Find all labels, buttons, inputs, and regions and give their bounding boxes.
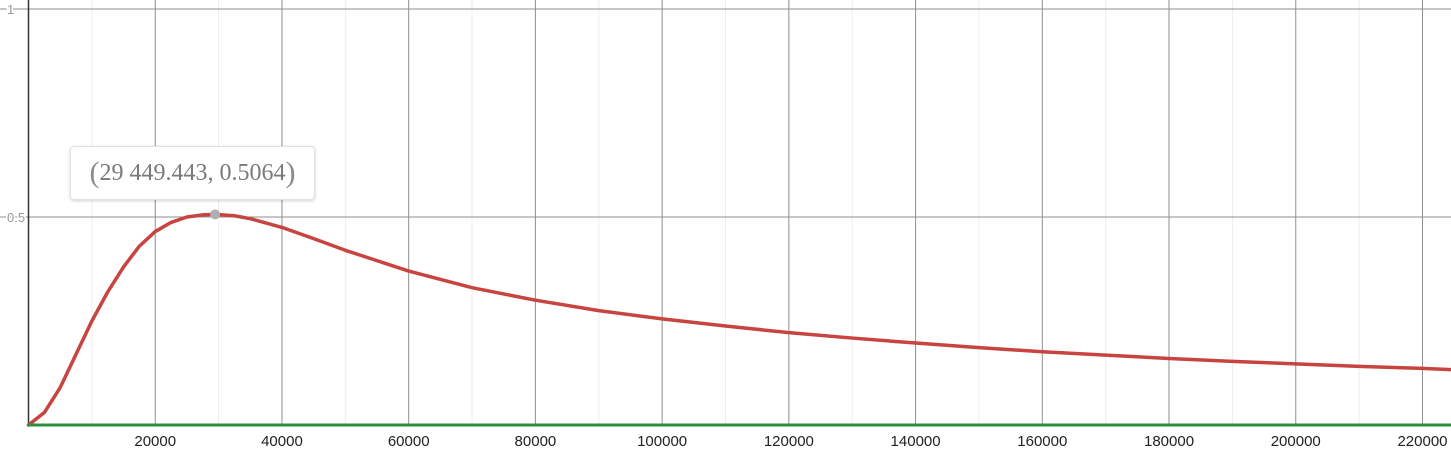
x-tick-label: 220000 [1397, 433, 1447, 450]
x-tick-label: 200000 [1271, 433, 1321, 450]
x-tick-label: 120000 [764, 433, 814, 450]
point-coordinate-tooltip: ( 29 449.443 , 0.5064 ) [70, 146, 315, 200]
x-tick-label: 160000 [1017, 433, 1067, 450]
x-tick-label: 140000 [891, 433, 941, 450]
tooltip-comma: , [207, 159, 220, 186]
tooltip-x-value: 29 449.443 [99, 159, 208, 186]
red-curve-series [26, 212, 1451, 427]
y-tick-label: 0.5 [7, 210, 25, 225]
x-tick-label: 80000 [515, 433, 557, 450]
y-tick-label: 1 [7, 2, 14, 17]
x-tick-label: 60000 [388, 433, 430, 450]
x-tick-label: 20000 [134, 433, 176, 450]
highlight-point [210, 209, 221, 220]
x-tick-label: 100000 [637, 433, 687, 450]
x-tick-label: 180000 [1144, 433, 1194, 450]
tooltip-y-value: 0.5064 [219, 159, 286, 186]
tooltip-close-paren: ) [285, 156, 296, 189]
tooltip-open-paren: ( [89, 156, 100, 189]
x-tick-label: 40000 [261, 433, 303, 450]
